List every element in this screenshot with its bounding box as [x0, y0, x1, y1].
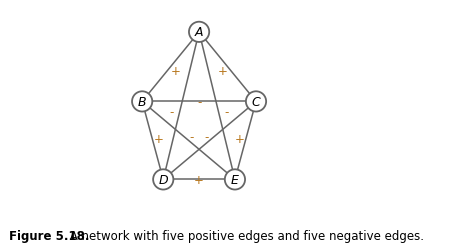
Text: +: + — [235, 133, 244, 146]
Text: -: - — [189, 131, 194, 144]
Circle shape — [132, 92, 152, 112]
Text: A: A — [195, 26, 203, 39]
Text: +: + — [194, 173, 204, 186]
Circle shape — [246, 92, 266, 112]
Text: +: + — [170, 64, 180, 78]
Text: -: - — [197, 96, 201, 108]
Text: +: + — [218, 64, 228, 78]
Text: -: - — [204, 131, 209, 144]
Text: D: D — [159, 173, 168, 186]
Text: A network with five positive edges and five negative edges.: A network with five positive edges and f… — [66, 230, 424, 242]
Text: B: B — [138, 96, 146, 108]
Circle shape — [189, 22, 209, 43]
Text: +: + — [154, 133, 164, 146]
Circle shape — [153, 170, 173, 190]
Text: E: E — [231, 173, 239, 186]
Text: -: - — [225, 106, 229, 119]
Text: Figure 5.18.: Figure 5.18. — [9, 230, 90, 242]
Text: -: - — [169, 106, 173, 119]
Circle shape — [225, 170, 245, 190]
Text: C: C — [252, 96, 260, 108]
